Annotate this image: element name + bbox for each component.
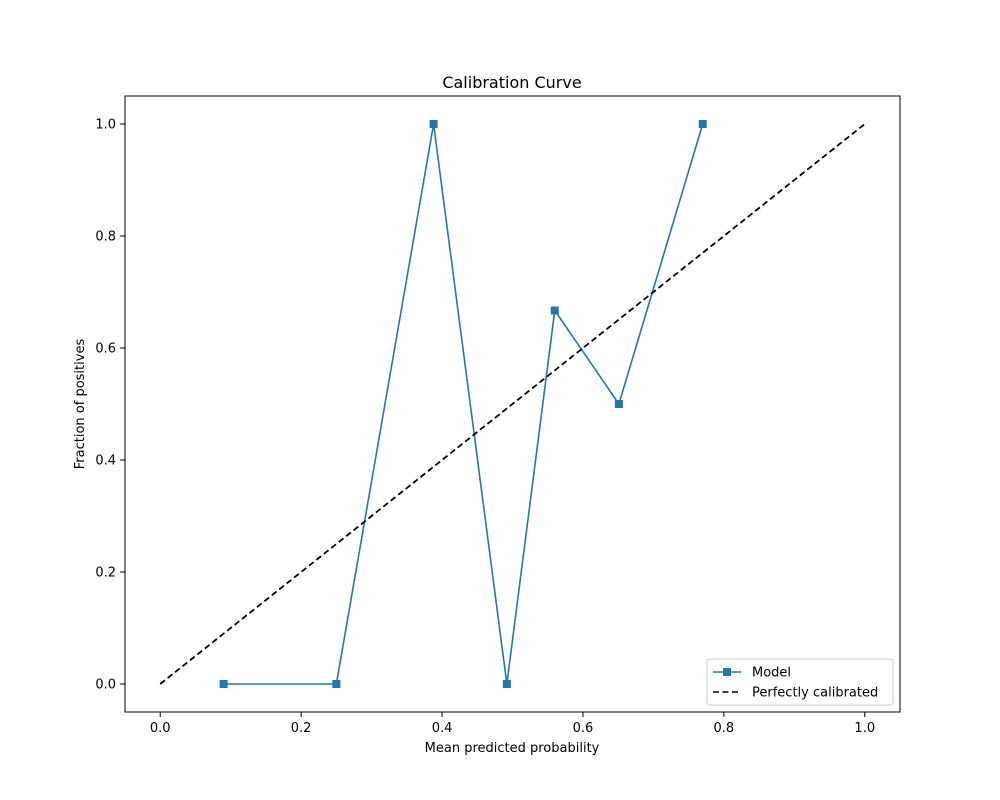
y-tick-label: 0.6 bbox=[95, 342, 116, 357]
chart-title: Calibration Curve bbox=[442, 73, 581, 92]
legend-label: Perfectly calibrated bbox=[752, 686, 878, 701]
y-tick-label: 0.8 bbox=[95, 230, 116, 245]
y-tick-label: 0.2 bbox=[95, 566, 116, 581]
model-point bbox=[698, 120, 707, 128]
model-point bbox=[429, 120, 438, 128]
x-tick-label: 1.0 bbox=[854, 721, 875, 736]
plot-area bbox=[159, 120, 866, 688]
y-tick-label: 0.0 bbox=[95, 678, 116, 693]
model-point bbox=[219, 680, 228, 688]
x-axis: 0.0 0.2 0.4 0.6 0.8 1.0 bbox=[150, 712, 875, 736]
x-tick-label: 0.4 bbox=[432, 721, 453, 736]
x-axis-label: Mean predicted probability bbox=[425, 741, 600, 756]
legend: Model Perfectly calibrated bbox=[706, 658, 894, 706]
x-tick-label: 0.6 bbox=[573, 721, 594, 736]
y-axis-label: Fraction of positives bbox=[73, 339, 88, 470]
legend-marker bbox=[723, 668, 731, 676]
model-point bbox=[502, 680, 511, 688]
model-point bbox=[550, 306, 559, 315]
legend-label: Model bbox=[752, 666, 791, 681]
y-axis: 0.0 0.2 0.4 0.6 0.8 1.0 bbox=[95, 118, 125, 693]
plot-frame bbox=[124, 95, 901, 713]
x-tick-label: 0.8 bbox=[714, 721, 735, 736]
model-point bbox=[614, 400, 623, 408]
y-tick-label: 1.0 bbox=[95, 118, 116, 133]
x-tick-label: 0.2 bbox=[291, 721, 312, 736]
model-series-line bbox=[223, 123, 704, 685]
legend-box bbox=[706, 658, 894, 706]
perfect-calibration-line bbox=[159, 123, 866, 685]
x-tick-label: 0.0 bbox=[150, 721, 171, 736]
model-point bbox=[332, 680, 341, 688]
y-tick-label: 0.4 bbox=[95, 454, 116, 469]
